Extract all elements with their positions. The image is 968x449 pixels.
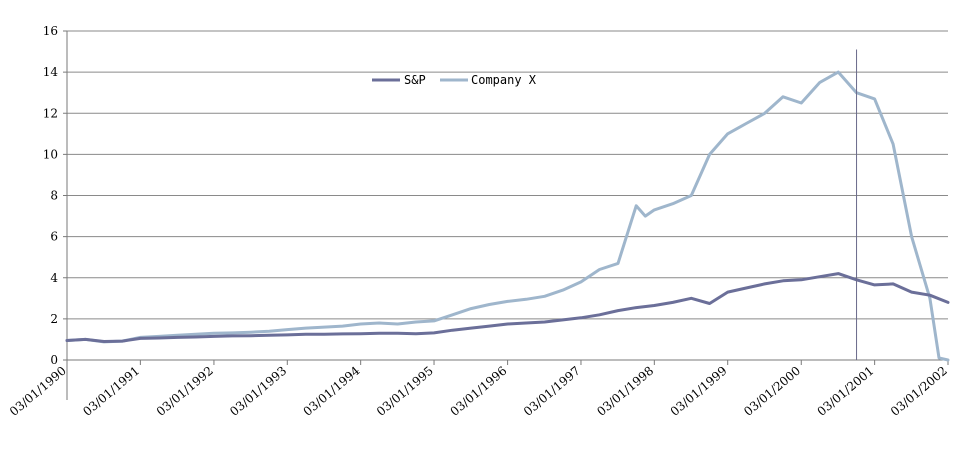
axes	[63, 30, 949, 400]
y-tick-label-4: 4	[50, 271, 58, 285]
y-tick-label-2: 2	[50, 312, 58, 326]
x-tick-label: 03/01/1992	[154, 364, 216, 419]
gridlines	[67, 30, 948, 320]
x-tick-label: 03/01/1999	[668, 364, 730, 419]
series-lines	[65, 70, 950, 362]
x-tick-label: 03/01/1998	[594, 364, 656, 419]
x-tick-label: 03/01/2001	[815, 364, 877, 419]
y-tick-label-10: 10	[43, 147, 58, 161]
x-tick-labels: 03/01/1990 03/01/1991 03/01/1992 03/01/1993…	[7, 363, 950, 418]
x-tick-label: 03/01/2000	[741, 364, 803, 419]
x-tick-label: 03/01/2002	[888, 364, 950, 419]
y-tick-label-12: 12	[43, 106, 58, 120]
x-tick-label: 03/01/1991	[80, 364, 142, 419]
y-tick-label-6: 6	[50, 230, 58, 244]
y-tick-label-8: 8	[50, 189, 58, 203]
y-tick-label-14: 14	[43, 65, 59, 79]
x-tick-label: 03/01/1997	[521, 364, 583, 419]
legend-label-sp: S&P	[404, 73, 426, 87]
x-tick-label: 03/01/1996	[448, 364, 510, 419]
x-tick-label: 03/01/1990	[7, 364, 69, 419]
y-tick-label-16: 16	[43, 24, 58, 38]
x-tick-label: 03/01/1995	[374, 364, 436, 419]
legend-label-company-x: Company X	[471, 73, 537, 87]
x-tick-label: 03/01/1993	[227, 364, 289, 419]
series-line-sp	[65, 272, 950, 343]
x-tick-label: 03/01/1994	[301, 363, 363, 418]
y-tick-labels: 0 2 4 6 8 10 12 14 16	[43, 24, 59, 367]
y-tick-label-0: 0	[50, 353, 58, 367]
series-line-company-x	[65, 70, 950, 362]
legend: S&P Company X	[372, 73, 537, 87]
